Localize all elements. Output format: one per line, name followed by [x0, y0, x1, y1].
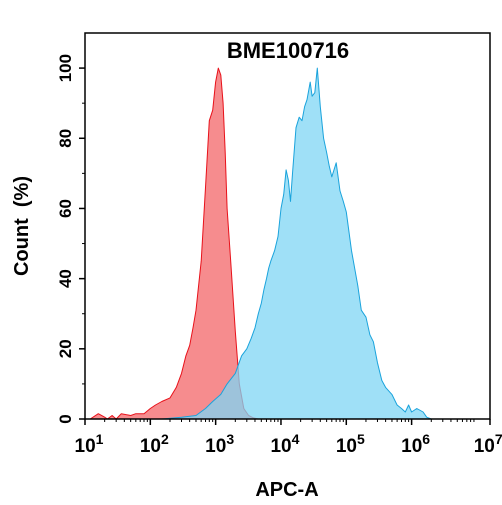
series-2-area: [161, 67, 432, 420]
x-tick-label: 103: [205, 431, 234, 457]
y-tick-label: 100: [56, 54, 75, 82]
x-tick-label: 101: [75, 431, 104, 457]
y-tick-label: 0: [56, 414, 75, 423]
x-tick-label: 104: [270, 431, 299, 457]
x-tick-label: 107.2: [474, 431, 502, 457]
y-tick-label: 20: [56, 339, 75, 358]
plot-frame: [84, 32, 491, 420]
x-tick-label: 102: [140, 431, 169, 457]
x-axis: 101 102 103 104 105 106 107.2: [75, 419, 502, 457]
x-tick-label: 105: [336, 431, 365, 457]
series-layer: [89, 67, 432, 420]
y-axis: 0 20 40 60 80 100: [56, 54, 85, 424]
x-tick-label: 106: [401, 431, 430, 457]
chart-title: BME100716: [227, 38, 349, 63]
y-axis-title: Count (%): [11, 176, 33, 276]
y-tick-label: 60: [56, 199, 75, 218]
series-1-area: [89, 67, 259, 420]
y-tick-label: 80: [56, 129, 75, 148]
y-tick-label: 40: [56, 269, 75, 288]
x-axis-title: APC-A: [255, 479, 318, 501]
